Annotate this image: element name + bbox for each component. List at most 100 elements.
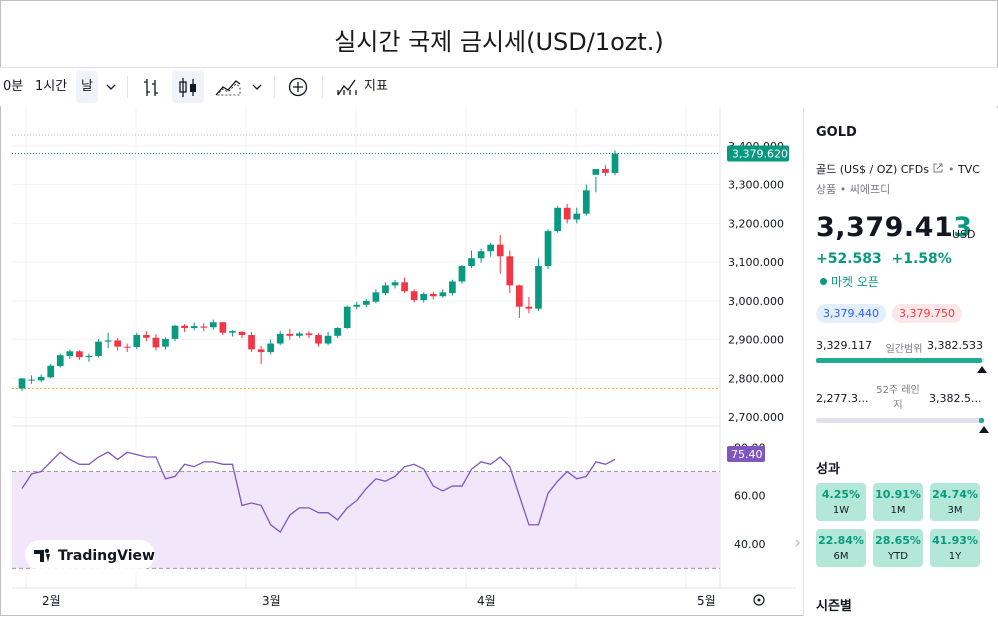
interval-partial-button[interactable]: 0분	[3, 79, 24, 94]
candles-icon[interactable]	[176, 68, 200, 106]
status-dot-icon	[820, 278, 827, 285]
wk52-range-label: 52주 레인지	[876, 385, 920, 411]
price-chart[interactable]: 3,400.0003,300.0003,200.0003,100.0003,00…	[12, 108, 796, 616]
performance-value: 4.25%	[821, 488, 861, 501]
candle	[276, 333, 284, 344]
settings-icon-ring	[753, 594, 765, 606]
candle	[219, 322, 227, 333]
tradingview-logo-dot	[44, 548, 50, 554]
time-tick-label: 3월	[262, 594, 281, 608]
candle	[525, 306, 533, 309]
candle	[18, 378, 26, 389]
candle	[516, 285, 523, 307]
area-chart-icon[interactable]	[214, 68, 242, 106]
candle	[286, 333, 294, 336]
price-tick-label: 3,000.000	[728, 295, 784, 308]
performance-value: 41.93%	[932, 534, 978, 547]
performance-cell-6m[interactable]: 22.84% 6M	[816, 529, 866, 567]
candle	[305, 333, 313, 336]
candle	[343, 306, 351, 329]
chart-area[interactable]: 3,400.0003,300.0003,200.0003,100.0003,00…	[12, 108, 796, 616]
candle	[257, 349, 265, 353]
performance-cell-ytd[interactable]: 28.65% YTD	[873, 529, 923, 567]
candle	[477, 251, 485, 259]
price-tick-label: 2,900.000	[728, 334, 784, 347]
performance-value: 28.65%	[875, 534, 921, 547]
candle	[382, 285, 389, 294]
symbol-details-panel: GOLD 골드 (US$ / OZ) CFDs • TVC 상품 • 씨에프디 …	[803, 108, 998, 616]
candle	[171, 325, 179, 339]
exchange-name[interactable]: TVC	[957, 163, 980, 176]
tradingview-logo-bg	[25, 540, 155, 570]
wk52-range-marker	[979, 426, 989, 433]
performance-title: 성과	[816, 462, 840, 477]
instrument-name: 골드 (US$ / OZ) CFDs • TVC	[816, 162, 980, 177]
day-range-fill	[816, 358, 983, 363]
performance-period: 1Y	[948, 551, 962, 562]
rsi-tick-label: 60.00	[734, 490, 766, 503]
day-high: 3,382.533	[927, 339, 983, 352]
instrument-category: 상품 • 씨에프디	[816, 183, 891, 196]
performance-period: 1W	[832, 505, 850, 516]
candle	[296, 333, 303, 336]
external-link-icon[interactable]	[932, 162, 944, 177]
candle	[602, 169, 609, 173]
candle	[611, 153, 619, 173]
candle	[238, 331, 246, 336]
add-compare-icon[interactable]	[287, 68, 309, 106]
candle	[353, 304, 361, 307]
market-status: 마켓 오픈	[820, 273, 879, 290]
settings-icon-dot	[757, 598, 761, 602]
candle	[315, 335, 322, 344]
ask-price[interactable]: 3,379.750	[892, 304, 962, 323]
chevron-down-icon[interactable]	[250, 68, 266, 106]
wk52-range-bar	[816, 418, 984, 423]
bid-price[interactable]: 3,379.440	[816, 304, 886, 323]
price-tick-label: 3,200.000	[728, 217, 784, 230]
candle	[133, 335, 141, 348]
symbol-name[interactable]: GOLD	[816, 125, 857, 140]
candle	[85, 355, 93, 358]
performance-cell-1y[interactable]: 41.93% 1Y	[930, 529, 980, 567]
candle	[209, 322, 217, 328]
page-header: 실시간 국제 금시세(USD/1ozt.)	[0, 0, 998, 68]
candle	[506, 256, 514, 286]
performance-value: 24.74%	[932, 488, 978, 501]
day-low: 3,329.117	[816, 339, 872, 352]
price-change: +52.583 +1.58%	[816, 251, 952, 267]
chevron-down-icon[interactable]	[104, 68, 120, 106]
performance-cell-3m[interactable]: 24.74% 3M	[930, 483, 980, 521]
performance-value: 10.91%	[875, 488, 921, 501]
performance-period: 1M	[890, 505, 906, 516]
candle	[66, 351, 74, 356]
candle	[410, 291, 418, 301]
candle	[362, 300, 370, 305]
candle	[563, 207, 571, 220]
price-tag-label: 3,379.620	[732, 148, 788, 161]
settings-icon	[753, 594, 765, 606]
candle	[391, 282, 399, 286]
indicators-button[interactable]: 지표	[364, 79, 388, 94]
interval-1h-button[interactable]: 1시간	[35, 79, 68, 94]
candle	[401, 282, 408, 292]
candle	[573, 213, 581, 220]
candle	[162, 338, 169, 347]
candle	[248, 335, 255, 350]
bar-chart-icon[interactable]	[140, 68, 164, 106]
performance-period: 6M	[833, 551, 849, 562]
performance-cell-1w[interactable]: 4.25% 1W	[816, 483, 866, 521]
candle	[372, 292, 380, 302]
last-price: 3,379.413	[816, 212, 973, 243]
price-tick-label: 2,800.000	[728, 372, 784, 385]
price-tick-label: 3,100.000	[728, 256, 784, 269]
indicators-icon[interactable]	[336, 68, 358, 106]
candle	[535, 265, 542, 309]
interval-day-button[interactable]: 날	[81, 79, 93, 94]
candle	[200, 326, 208, 328]
candle	[190, 326, 198, 329]
performance-cell-1m[interactable]: 10.91% 1M	[873, 483, 923, 521]
price-tag	[727, 145, 789, 162]
panel-collapse-handle[interactable]	[794, 533, 802, 553]
time-tick-label: 5월	[697, 594, 716, 608]
price-tick-label: 3,300.000	[728, 179, 784, 192]
